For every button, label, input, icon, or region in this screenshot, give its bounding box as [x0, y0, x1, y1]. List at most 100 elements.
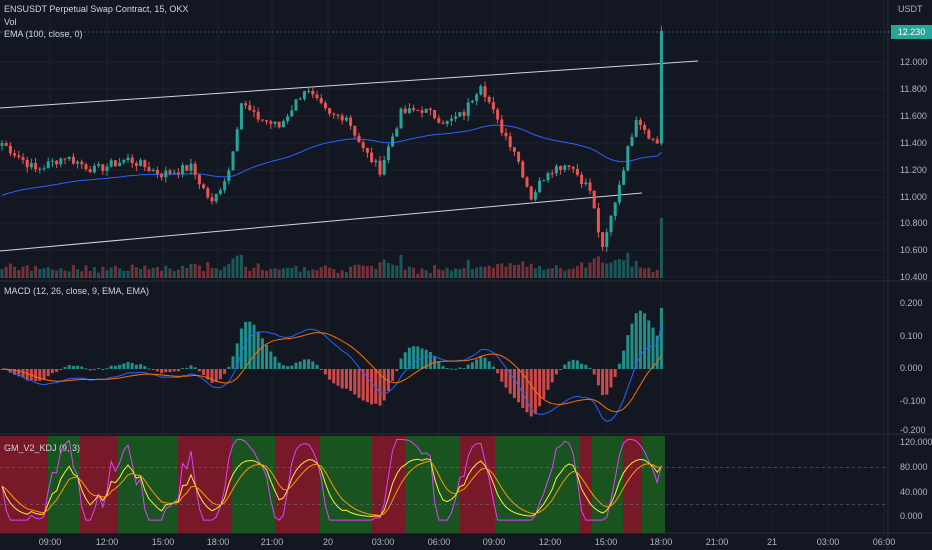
macd-histogram-bar	[181, 368, 185, 370]
macd-histogram-bar	[563, 364, 567, 369]
macd-histogram-bar	[546, 369, 550, 390]
macd-histogram-bar	[214, 369, 218, 382]
volume-bar	[575, 266, 579, 278]
candle-body	[231, 151, 235, 171]
last-price-tag: 12.230	[891, 25, 932, 39]
macd-histogram-bar	[323, 369, 327, 375]
candle-body	[424, 108, 428, 113]
macd-histogram-bar	[588, 367, 592, 369]
macd-histogram-bar	[244, 321, 248, 369]
macd-histogram-bar	[168, 369, 172, 373]
volume-bar	[643, 268, 647, 278]
volume-bar	[479, 266, 483, 278]
candle-body	[521, 161, 525, 178]
volume-bar	[298, 271, 302, 278]
macd-histogram-bar	[483, 357, 487, 369]
volume-bar	[517, 264, 521, 278]
candle-body	[298, 98, 302, 100]
candle-body	[4, 143, 8, 146]
macd-histogram-bar	[584, 364, 588, 369]
macd-histogram-bar	[315, 364, 319, 369]
volume-bar	[231, 258, 235, 278]
kdj-legend[interactable]: GM_V2_KDJ (9, 3)	[4, 443, 81, 453]
macd-histogram-bar	[554, 369, 558, 375]
candle-body	[428, 108, 432, 111]
macd-histogram-bar	[122, 363, 126, 369]
symbol-title[interactable]: ENSUSDT Perpetual Swap Contract, 15, OKX	[4, 4, 189, 14]
candle-body	[134, 163, 138, 167]
volume-bar	[403, 269, 407, 278]
volume-bar	[46, 267, 50, 278]
volume-bar	[659, 218, 663, 278]
volume-bar	[244, 266, 248, 278]
volume-bar	[596, 256, 600, 278]
volume-bar	[550, 268, 554, 278]
ema-line	[1, 124, 662, 196]
macd-histogram-bar	[361, 369, 365, 401]
volume-bar	[651, 271, 655, 278]
price-tick: 11.200	[900, 165, 927, 175]
candle-body	[147, 167, 151, 172]
volume-bar	[512, 264, 516, 278]
candle-body	[525, 177, 529, 187]
volume-bar	[441, 270, 445, 278]
volume-bar	[554, 265, 558, 278]
macd-histogram-bar	[382, 369, 386, 401]
macd-histogram-bar	[571, 359, 575, 369]
kdj-tick: 120.000	[900, 437, 932, 447]
candle-body	[38, 168, 42, 170]
macd-tick: -0.200	[900, 425, 926, 435]
candle-body	[302, 91, 306, 99]
candle-body	[638, 120, 642, 126]
candle-body	[67, 156, 71, 160]
macd-histogram-bar	[139, 364, 143, 369]
volume-bar	[332, 269, 336, 278]
candle-body	[370, 152, 374, 163]
volume-bar	[361, 265, 365, 278]
macd-histogram-bar	[193, 367, 197, 369]
macd-histogram-bar	[428, 351, 432, 369]
ema-legend[interactable]: EMA (100, close, 0)	[4, 29, 83, 39]
volume-bar	[101, 266, 105, 278]
volume-bar	[647, 267, 651, 278]
macd-histogram-bar	[269, 351, 273, 369]
macd-tick: 0.000	[900, 363, 923, 373]
macd-histogram-bar	[538, 369, 542, 407]
candle-body	[113, 160, 117, 167]
candle-body	[130, 157, 134, 164]
volume-bar	[529, 263, 533, 278]
volume-bar	[407, 266, 411, 278]
time-tick: 09:00	[482, 537, 506, 547]
volume-bar	[630, 266, 634, 278]
candle-body	[29, 163, 33, 168]
macd-legend[interactable]: MACD (12, 26, close, 9, EMA, EMA)	[4, 286, 150, 296]
vol-legend[interactable]: Vol	[4, 17, 17, 27]
macd-histogram-bar	[592, 369, 596, 375]
macd-histogram-bar	[466, 364, 470, 369]
volume-bar	[386, 262, 390, 278]
volume-bar	[307, 270, 311, 278]
candle-body	[193, 163, 197, 175]
macd-histogram-bar	[277, 362, 281, 369]
candle-body	[214, 193, 218, 202]
candle-body	[328, 108, 332, 114]
candle-body	[210, 197, 214, 202]
volume-bar	[248, 270, 252, 278]
candle-body	[420, 110, 424, 113]
volume-bar	[34, 266, 38, 278]
volume-bar	[563, 270, 567, 278]
volume-bar	[273, 268, 277, 278]
time-tick: 15:00	[151, 537, 175, 547]
volume-bar	[235, 255, 239, 278]
time-tick: 20	[322, 537, 334, 547]
macd-histogram-bar	[172, 369, 176, 372]
candle-body	[126, 157, 130, 161]
volume-bar	[605, 263, 609, 278]
volume-bar	[470, 268, 474, 278]
macd-histogram-bar	[265, 344, 269, 369]
macd-histogram-bar	[399, 358, 403, 369]
candle-body	[382, 159, 386, 175]
candle-body	[34, 163, 38, 170]
price-tick: 10.400	[900, 272, 928, 282]
